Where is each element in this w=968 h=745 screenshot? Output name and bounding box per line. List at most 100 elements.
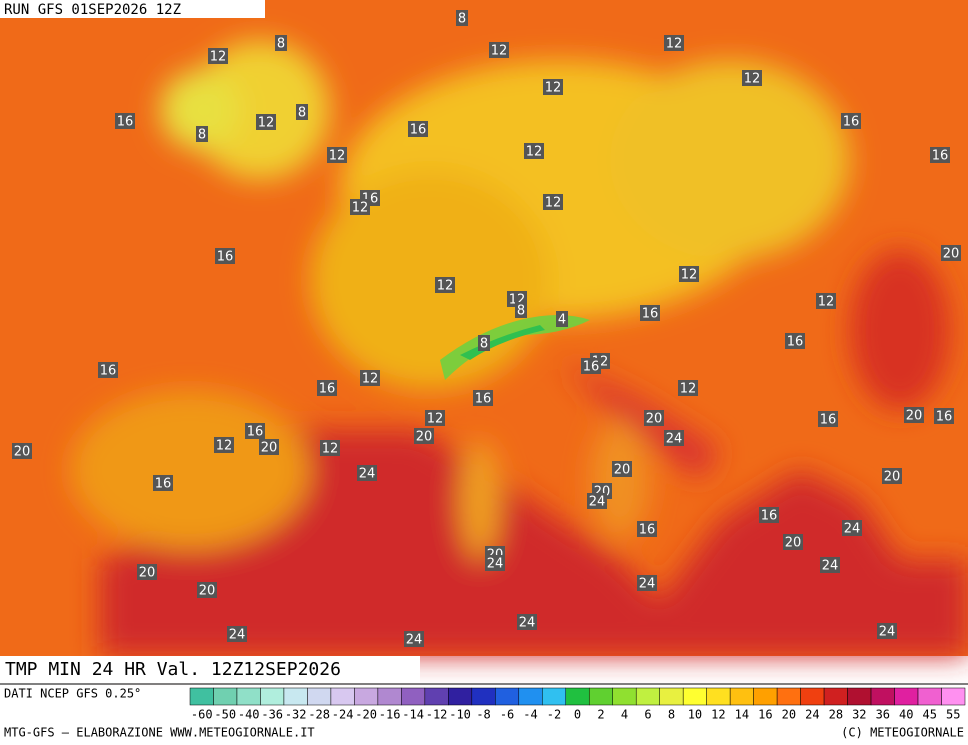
label-box [742, 70, 762, 86]
temp-label: 12 [258, 116, 275, 131]
label-box [414, 428, 434, 444]
temp-label: 12 [322, 442, 339, 457]
legend-label: -2 [547, 708, 561, 722]
legend-label: 8 [668, 708, 675, 722]
label-box [245, 423, 265, 439]
label-box [137, 564, 157, 580]
legend-label: -60 [191, 708, 213, 722]
legend-label: 6 [644, 708, 651, 722]
temp-label: 12 [545, 196, 562, 211]
legend-swatch [941, 687, 966, 706]
label-box [759, 507, 779, 523]
label-box [357, 465, 377, 481]
label-box [478, 335, 490, 351]
legend-swatch [424, 687, 449, 706]
temp-label: 16 [639, 523, 656, 538]
legend-swatch [471, 687, 496, 706]
legend-label: -28 [308, 708, 330, 722]
label-box [678, 380, 698, 396]
temp-label: 24 [879, 625, 896, 640]
legend-swatch [401, 687, 426, 706]
temp-label: 20 [646, 412, 663, 427]
legend-label: 16 [758, 708, 772, 722]
temp-label: 16 [319, 382, 336, 397]
temp-label: 20 [14, 445, 31, 460]
label-box [515, 302, 527, 318]
temp-label: 12 [666, 37, 683, 52]
temp-label: 16 [761, 509, 778, 524]
temp-label: 8 [480, 337, 488, 352]
label-box [485, 555, 505, 571]
temp-label: 12 [545, 81, 562, 96]
temp-label: 24 [844, 522, 861, 537]
label-box [256, 114, 276, 130]
legend-label: -16 [379, 708, 401, 722]
temp-label: 16 [410, 123, 427, 138]
temp-label: 20 [139, 566, 156, 581]
label-box [877, 623, 897, 639]
label-box [612, 461, 632, 477]
label-box [408, 121, 428, 137]
legend-label: 40 [899, 708, 913, 722]
temp-label: 16 [155, 477, 172, 492]
legend-swatch [612, 687, 637, 706]
label-box [930, 147, 950, 163]
label-box [489, 42, 509, 58]
label-box [818, 411, 838, 427]
map-field [0, 0, 968, 656]
label-box [320, 440, 340, 456]
label-box [227, 626, 247, 642]
temp-label: 24 [639, 577, 656, 592]
legend-swatch [495, 687, 520, 706]
temp-label: 16 [100, 364, 117, 379]
temp-label: 8 [198, 128, 206, 143]
temp-label: 16 [217, 250, 234, 265]
label-box [517, 614, 537, 630]
temp-label: 12 [744, 72, 761, 87]
legend-swatch [847, 687, 872, 706]
temp-label: 20 [884, 470, 901, 485]
label-box [904, 407, 924, 423]
legend-label: 14 [735, 708, 749, 722]
label-box [842, 520, 862, 536]
label-box [350, 199, 370, 215]
legend-swatch [729, 687, 754, 706]
label-box [208, 48, 228, 64]
legend-swatch [236, 687, 261, 706]
label-box [360, 370, 380, 386]
label-box [524, 143, 544, 159]
temp-label: 8 [517, 304, 525, 319]
legend-label: -8 [476, 708, 490, 722]
legend-swatch [894, 687, 919, 706]
temp-label: 24 [359, 467, 376, 482]
legend-label: -14 [402, 708, 424, 722]
credit: MTG-GFS — ELABORAZIONE WWW.METEOGIORNALE… [4, 726, 315, 740]
legend-label: 28 [829, 708, 843, 722]
temp-label: 24 [519, 616, 536, 631]
label-box [404, 631, 424, 647]
temp-label: 16 [820, 413, 837, 428]
temp-label: 8 [458, 12, 466, 27]
copyright: (C) METEOGIORNALE [841, 726, 964, 740]
label-box [296, 104, 308, 120]
legend-label: 10 [688, 708, 702, 722]
temp-label: 16 [787, 335, 804, 350]
temp-label: 20 [614, 463, 631, 478]
label-box [327, 147, 347, 163]
legend-label: 20 [782, 708, 796, 722]
legend-swatch [260, 687, 285, 706]
legend-swatch [682, 687, 707, 706]
temp-label: 12 [210, 50, 227, 65]
legend-label: -36 [261, 708, 283, 722]
label-box [425, 410, 445, 426]
temp-label: 16 [583, 360, 600, 375]
legend-swatch [542, 687, 567, 706]
label-box [783, 534, 803, 550]
legend-label: 32 [852, 708, 866, 722]
temp-label: 16 [117, 115, 134, 130]
temp-label: 24 [666, 432, 683, 447]
temp-label: 20 [785, 536, 802, 551]
legend-swatch [659, 687, 684, 706]
